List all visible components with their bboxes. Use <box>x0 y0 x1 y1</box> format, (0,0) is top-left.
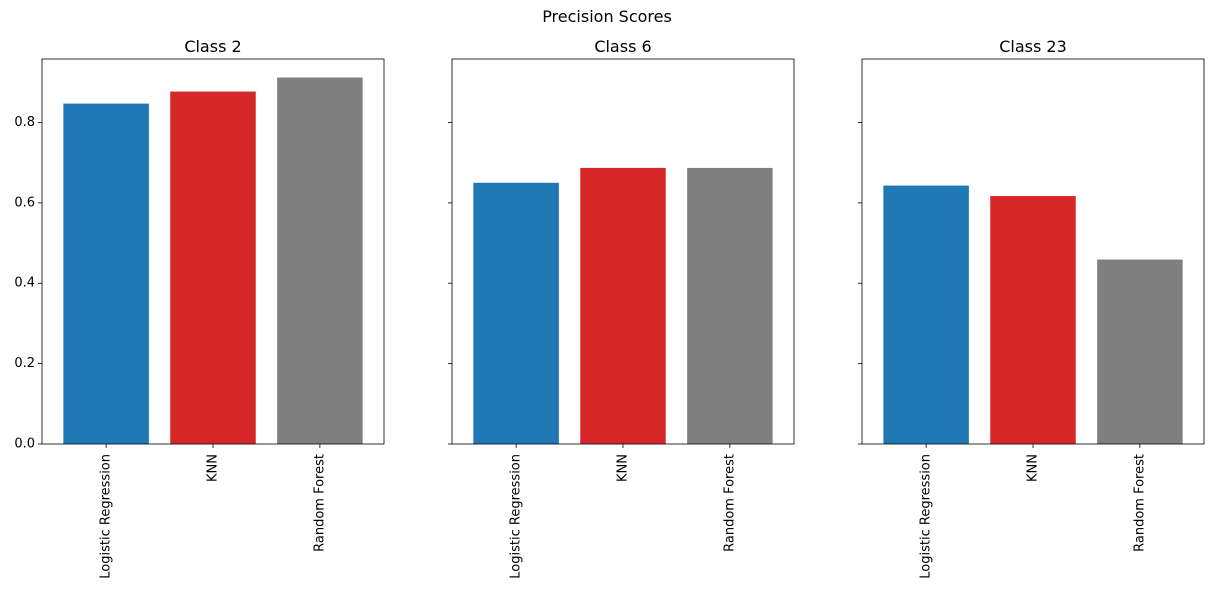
x-tick-label: Logistic Regression <box>919 454 934 579</box>
x-tick-label: Random Forest <box>722 454 737 552</box>
y-tick-label: 0.4 <box>14 276 35 291</box>
axes-frame <box>861 58 1205 445</box>
x-tick-label: KNN <box>206 454 221 482</box>
axes-frame <box>41 58 385 445</box>
subplot-title: Class 6 <box>594 37 651 56</box>
y-tick-label: 0.8 <box>14 115 35 130</box>
x-tick-label: Logistic Regression <box>99 454 114 579</box>
y-tick-label: 0.0 <box>14 437 35 452</box>
bar-logistic-regression <box>883 185 969 444</box>
subplot-3: Logistic Regression KNN Random Forest Class… <box>858 37 1205 579</box>
subplot-1: Logistic Regression KNN Random Forest 0.0 0.… <box>14 37 385 579</box>
figure-suptitle: Precision Scores <box>542 7 672 26</box>
x-tick-label: Logistic Regression <box>509 454 524 579</box>
subplot-title: Class 2 <box>184 37 241 56</box>
x-tick-label: KNN <box>1026 454 1041 482</box>
y-tick-label: 0.6 <box>14 195 35 210</box>
bar-knn <box>990 196 1076 444</box>
subplot-title: Class 23 <box>999 37 1067 56</box>
bar-logistic-regression <box>63 103 149 445</box>
bar-knn <box>170 91 256 445</box>
subplot-2: Logistic Regression KNN Random Forest Class… <box>448 37 795 579</box>
bar-random-forest <box>277 77 363 445</box>
bar-knn <box>580 167 666 444</box>
bar-random-forest <box>687 167 773 444</box>
x-tick-label: KNN <box>616 454 631 482</box>
y-tick-label: 0.2 <box>14 356 35 371</box>
x-tick-label: Random Forest <box>312 454 327 552</box>
axes-frame <box>451 58 795 445</box>
bar-logistic-regression <box>473 182 559 444</box>
bar-random-forest <box>1097 259 1183 444</box>
x-tick-label: Random Forest <box>1132 454 1147 552</box>
